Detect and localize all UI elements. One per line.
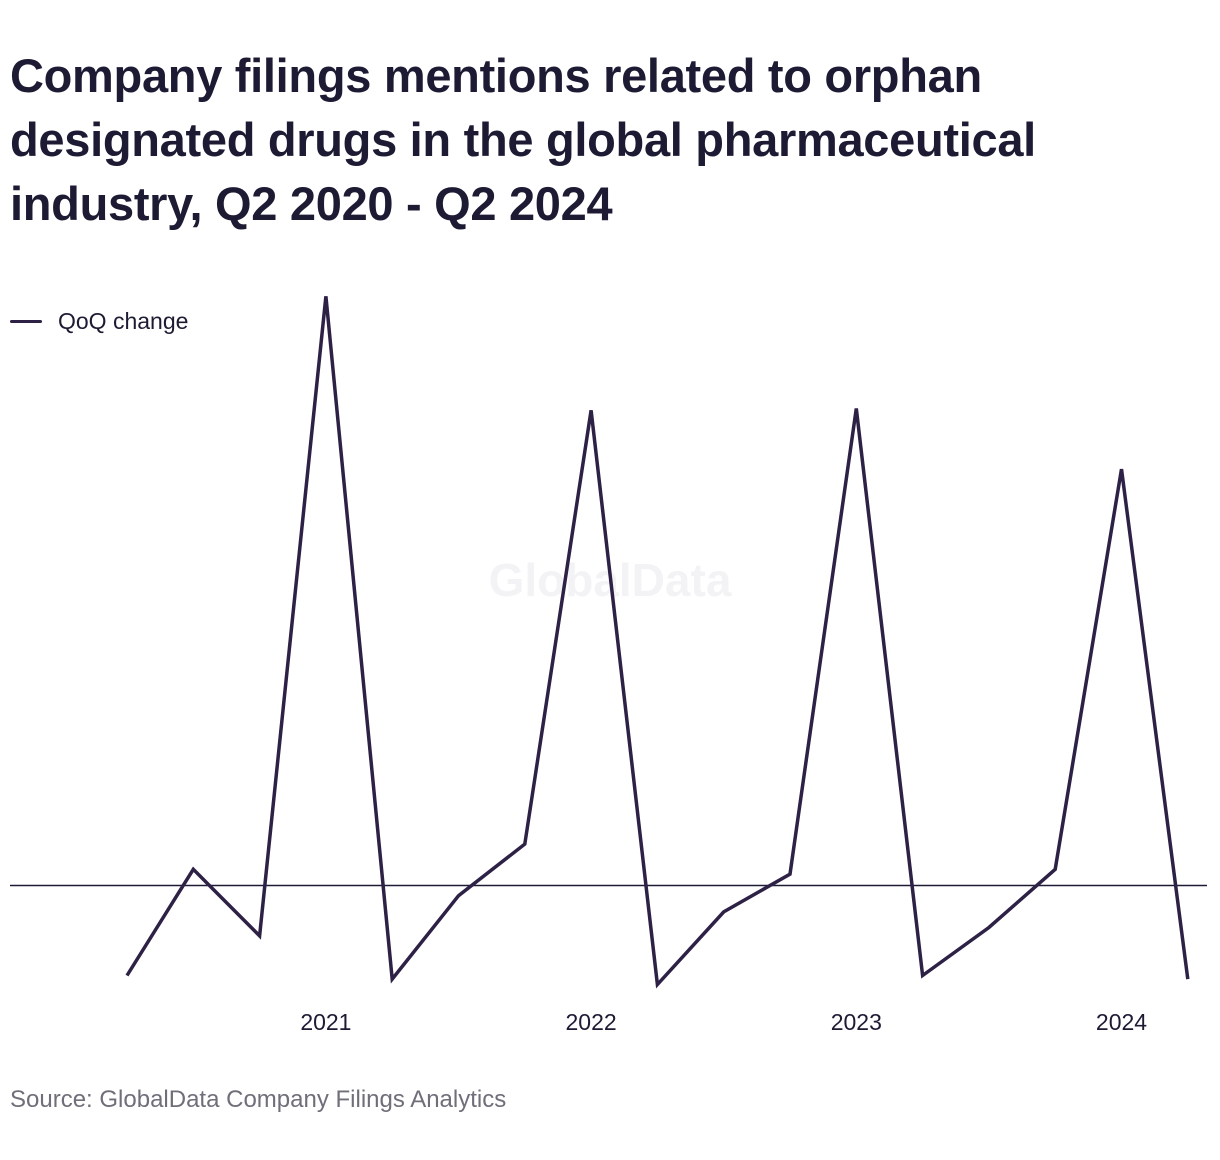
data-point[interactable] (919, 972, 927, 980)
source-note: Source: GlobalData Company Filings Analy… (10, 1086, 507, 1113)
x-tick-label: 2021 (300, 1009, 351, 1035)
data-point[interactable] (123, 972, 131, 980)
data-point[interactable] (653, 981, 661, 989)
data-point[interactable] (256, 932, 264, 940)
data-point[interactable] (1184, 975, 1192, 983)
data-point[interactable] (455, 892, 463, 900)
data-point[interactable] (852, 405, 860, 413)
data-point[interactable] (1051, 865, 1059, 873)
legend-label: QoQ change (58, 307, 189, 334)
data-point[interactable] (322, 292, 330, 300)
data-point[interactable] (388, 975, 396, 983)
data-point[interactable] (720, 908, 728, 916)
data-point[interactable] (985, 924, 993, 932)
data-point[interactable] (521, 840, 529, 848)
data-point[interactable] (587, 406, 595, 414)
data-point[interactable] (189, 865, 197, 873)
legend: QoQ change (10, 306, 188, 336)
series-line-qoq-change (125, 296, 1190, 989)
legend-swatch (10, 319, 42, 323)
x-tick-label: 2022 (566, 1009, 617, 1035)
x-tick-label: 2023 (831, 1009, 882, 1035)
x-tick-label: 2024 (1096, 1009, 1147, 1035)
data-point[interactable] (786, 870, 794, 878)
data-point[interactable] (1118, 465, 1126, 473)
chart-title: Company filings mentions related to orph… (10, 49, 1036, 230)
